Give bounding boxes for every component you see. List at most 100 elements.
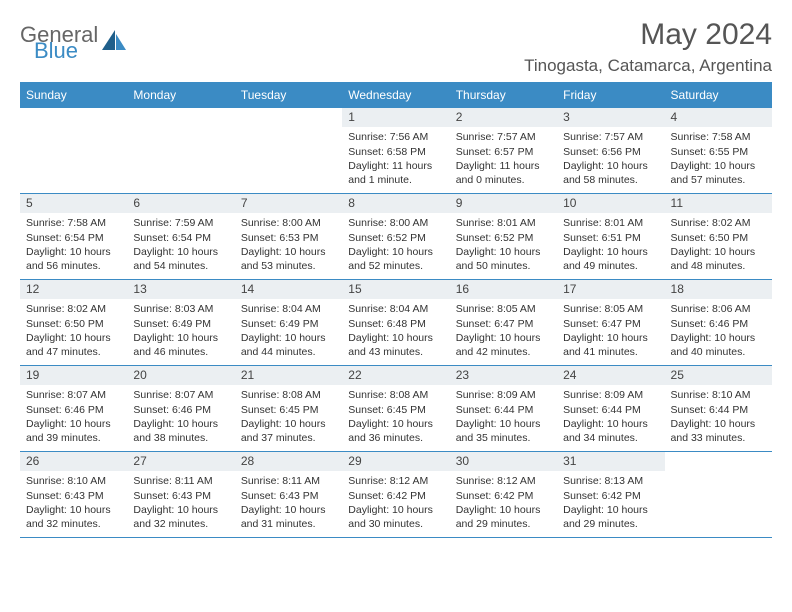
day-detail-line: and 49 minutes. — [563, 259, 658, 273]
calendar-cell — [20, 108, 127, 194]
day-detail-line: Sunset: 6:54 PM — [26, 231, 121, 245]
day-detail-line: Daylight: 10 hours — [348, 331, 443, 345]
day-number: 10 — [557, 194, 664, 213]
day-detail-line: and 31 minutes. — [241, 517, 336, 531]
day-detail-line: Sunset: 6:58 PM — [348, 145, 443, 159]
day-number: 3 — [557, 108, 664, 127]
day-detail-line: and 50 minutes. — [456, 259, 551, 273]
day-number: 31 — [557, 452, 664, 471]
day-detail-line: and 41 minutes. — [563, 345, 658, 359]
day-detail-line: Daylight: 10 hours — [456, 245, 551, 259]
day-details: Sunrise: 8:12 AMSunset: 6:42 PMDaylight:… — [342, 471, 449, 535]
calendar-cell: 20Sunrise: 8:07 AMSunset: 6:46 PMDayligh… — [127, 366, 234, 452]
day-details: Sunrise: 7:57 AMSunset: 6:57 PMDaylight:… — [450, 127, 557, 191]
day-details: Sunrise: 8:11 AMSunset: 6:43 PMDaylight:… — [127, 471, 234, 535]
day-detail-line: Sunset: 6:46 PM — [133, 403, 228, 417]
day-detail-line: Daylight: 10 hours — [563, 503, 658, 517]
day-detail-line: Daylight: 10 hours — [348, 417, 443, 431]
calendar-cell — [665, 452, 772, 538]
calendar-cell: 24Sunrise: 8:09 AMSunset: 6:44 PMDayligh… — [557, 366, 664, 452]
day-detail-line: Daylight: 10 hours — [563, 245, 658, 259]
location-text: Tinogasta, Catamarca, Argentina — [524, 56, 772, 76]
day-detail-line: and 1 minute. — [348, 173, 443, 187]
day-detail-line: and 35 minutes. — [456, 431, 551, 445]
day-detail-line: and 42 minutes. — [456, 345, 551, 359]
day-number: 11 — [665, 194, 772, 213]
day-detail-line: Sunset: 6:43 PM — [133, 489, 228, 503]
day-details: Sunrise: 7:58 AMSunset: 6:54 PMDaylight:… — [20, 213, 127, 277]
calendar-cell: 14Sunrise: 8:04 AMSunset: 6:49 PMDayligh… — [235, 280, 342, 366]
day-detail-line: Daylight: 11 hours — [456, 159, 551, 173]
day-details: Sunrise: 8:10 AMSunset: 6:43 PMDaylight:… — [20, 471, 127, 535]
day-details: Sunrise: 7:58 AMSunset: 6:55 PMDaylight:… — [665, 127, 772, 191]
empty-day — [127, 108, 234, 125]
day-detail-line: Sunrise: 8:13 AM — [563, 474, 658, 488]
calendar-cell: 18Sunrise: 8:06 AMSunset: 6:46 PMDayligh… — [665, 280, 772, 366]
day-details: Sunrise: 8:07 AMSunset: 6:46 PMDaylight:… — [20, 385, 127, 449]
day-number: 12 — [20, 280, 127, 299]
day-detail-line: Sunrise: 7:59 AM — [133, 216, 228, 230]
day-detail-line: Sunrise: 8:00 AM — [241, 216, 336, 230]
day-number: 4 — [665, 108, 772, 127]
day-detail-line: Sunrise: 8:12 AM — [348, 474, 443, 488]
day-details: Sunrise: 8:09 AMSunset: 6:44 PMDaylight:… — [450, 385, 557, 449]
day-details: Sunrise: 8:00 AMSunset: 6:53 PMDaylight:… — [235, 213, 342, 277]
day-detail-line: and 57 minutes. — [671, 173, 766, 187]
day-detail-line: and 29 minutes. — [456, 517, 551, 531]
day-detail-line: and 36 minutes. — [348, 431, 443, 445]
day-detail-line: and 32 minutes. — [133, 517, 228, 531]
calendar-cell: 15Sunrise: 8:04 AMSunset: 6:48 PMDayligh… — [342, 280, 449, 366]
day-detail-line: Sunset: 6:46 PM — [671, 317, 766, 331]
day-detail-line: Daylight: 10 hours — [563, 417, 658, 431]
calendar-cell: 2Sunrise: 7:57 AMSunset: 6:57 PMDaylight… — [450, 108, 557, 194]
day-number: 20 — [127, 366, 234, 385]
day-detail-line: Daylight: 10 hours — [563, 159, 658, 173]
day-detail-line: Daylight: 10 hours — [26, 245, 121, 259]
day-detail-line: Sunrise: 8:03 AM — [133, 302, 228, 316]
day-detail-line: Sunrise: 8:09 AM — [456, 388, 551, 402]
day-number: 17 — [557, 280, 664, 299]
day-detail-line: Sunrise: 8:06 AM — [671, 302, 766, 316]
day-detail-line: and 56 minutes. — [26, 259, 121, 273]
day-detail-line: Daylight: 10 hours — [456, 503, 551, 517]
day-number: 29 — [342, 452, 449, 471]
day-detail-line: and 48 minutes. — [671, 259, 766, 273]
day-detail-line: and 47 minutes. — [26, 345, 121, 359]
day-details: Sunrise: 7:56 AMSunset: 6:58 PMDaylight:… — [342, 127, 449, 191]
day-detail-line: Sunset: 6:45 PM — [241, 403, 336, 417]
calendar-cell: 22Sunrise: 8:08 AMSunset: 6:45 PMDayligh… — [342, 366, 449, 452]
calendar-cell: 21Sunrise: 8:08 AMSunset: 6:45 PMDayligh… — [235, 366, 342, 452]
calendar-cell: 12Sunrise: 8:02 AMSunset: 6:50 PMDayligh… — [20, 280, 127, 366]
day-detail-line: Daylight: 10 hours — [133, 417, 228, 431]
day-detail-line: Daylight: 10 hours — [241, 503, 336, 517]
day-number: 19 — [20, 366, 127, 385]
day-detail-line: Sunrise: 8:10 AM — [671, 388, 766, 402]
calendar-cell: 28Sunrise: 8:11 AMSunset: 6:43 PMDayligh… — [235, 452, 342, 538]
day-detail-line: Sunset: 6:57 PM — [456, 145, 551, 159]
day-detail-line: Sunset: 6:50 PM — [671, 231, 766, 245]
calendar-cell: 1Sunrise: 7:56 AMSunset: 6:58 PMDaylight… — [342, 108, 449, 194]
day-detail-line: Daylight: 10 hours — [26, 503, 121, 517]
day-detail-line: Sunset: 6:45 PM — [348, 403, 443, 417]
day-number: 9 — [450, 194, 557, 213]
day-number: 18 — [665, 280, 772, 299]
day-detail-line: Sunset: 6:56 PM — [563, 145, 658, 159]
calendar-cell: 6Sunrise: 7:59 AMSunset: 6:54 PMDaylight… — [127, 194, 234, 280]
day-number: 27 — [127, 452, 234, 471]
day-number: 6 — [127, 194, 234, 213]
day-details: Sunrise: 8:01 AMSunset: 6:52 PMDaylight:… — [450, 213, 557, 277]
day-detail-line: Daylight: 11 hours — [348, 159, 443, 173]
day-number: 7 — [235, 194, 342, 213]
calendar-cell: 27Sunrise: 8:11 AMSunset: 6:43 PMDayligh… — [127, 452, 234, 538]
day-detail-line: and 37 minutes. — [241, 431, 336, 445]
day-detail-line: and 33 minutes. — [671, 431, 766, 445]
day-detail-line: Daylight: 10 hours — [133, 245, 228, 259]
day-details: Sunrise: 8:03 AMSunset: 6:49 PMDaylight:… — [127, 299, 234, 363]
calendar-week-row: 1Sunrise: 7:56 AMSunset: 6:58 PMDaylight… — [20, 108, 772, 194]
day-number: 8 — [342, 194, 449, 213]
day-number: 25 — [665, 366, 772, 385]
calendar-cell: 10Sunrise: 8:01 AMSunset: 6:51 PMDayligh… — [557, 194, 664, 280]
brand-text-stack: General Blue — [20, 24, 98, 62]
calendar-cell: 8Sunrise: 8:00 AMSunset: 6:52 PMDaylight… — [342, 194, 449, 280]
day-detail-line: Sunset: 6:50 PM — [26, 317, 121, 331]
